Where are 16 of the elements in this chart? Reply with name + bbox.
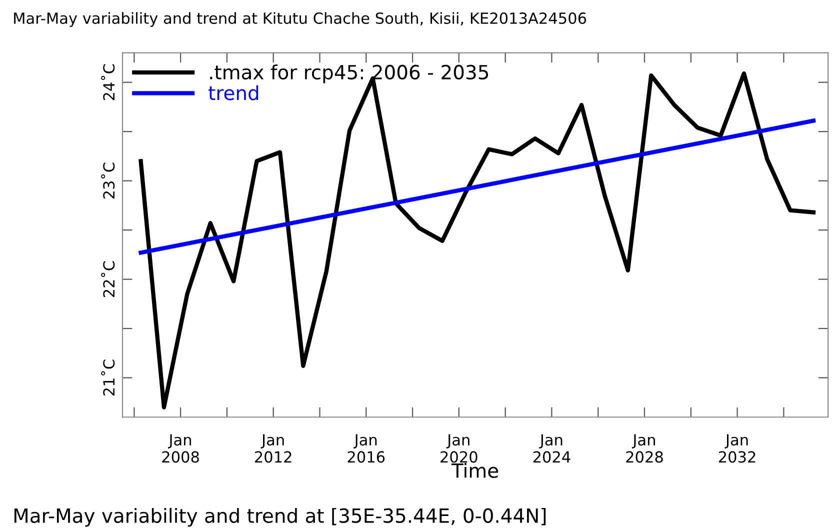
y-tick-label: 24˚C (101, 64, 115, 100)
legend-label: .tmax for rcp45: 2006 - 2035 (210, 64, 488, 84)
legend-label: trend (208, 85, 258, 100)
x-tick-label: Jan 2008 (162, 434, 199, 463)
y-tick-label: 22˚C (101, 261, 115, 298)
x-axis-title: Time (451, 462, 498, 478)
y-tick-label: 21˚C (101, 360, 115, 396)
x-tick-label: Jan 2028 (626, 434, 663, 463)
x-tick-label: Jan 2032 (718, 434, 756, 463)
x-tick-label: Jan 2016 (348, 434, 385, 463)
x-tick-label: Jan 2020 (440, 434, 478, 463)
x-tick-label: Jan 2012 (255, 434, 292, 463)
text: Mar-May variability and trend at [35E-35.44E, 0-0.44N] (14, 508, 546, 527)
chart-title: Mar-May variability and trend at Kitutu Chache South, Kisii, KE2013A24506 (14, 12, 586, 27)
y-tick-label: 23˚C (101, 162, 115, 199)
x-tick-label: Jan 2024 (533, 434, 570, 463)
